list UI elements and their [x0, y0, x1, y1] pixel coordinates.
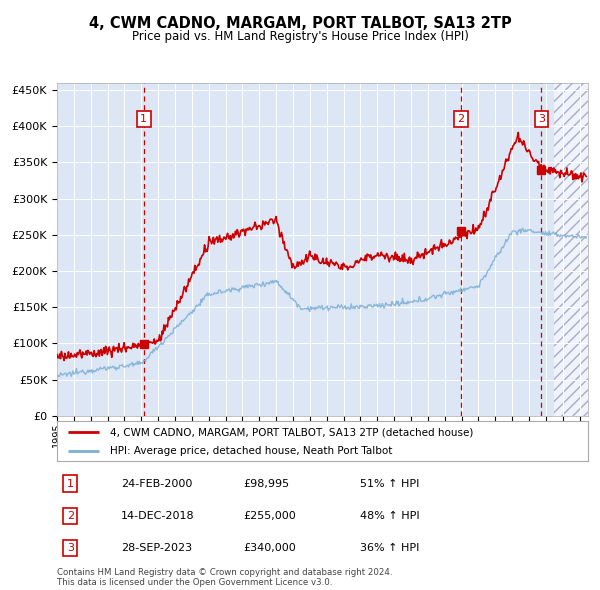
Bar	[554, 83, 588, 416]
Text: 1: 1	[67, 479, 74, 489]
Text: 3: 3	[67, 543, 74, 553]
Text: 3: 3	[538, 114, 545, 124]
Text: 2: 2	[457, 114, 464, 124]
Text: 28-SEP-2023: 28-SEP-2023	[121, 543, 192, 553]
Bar	[554, 83, 588, 416]
Text: £98,995: £98,995	[243, 479, 289, 489]
Text: 48% ↑ HPI: 48% ↑ HPI	[359, 511, 419, 521]
Text: 14-DEC-2018: 14-DEC-2018	[121, 511, 194, 521]
Text: 36% ↑ HPI: 36% ↑ HPI	[359, 543, 419, 553]
Text: Contains HM Land Registry data © Crown copyright and database right 2024.
This d: Contains HM Land Registry data © Crown c…	[57, 568, 392, 587]
Text: HPI: Average price, detached house, Neath Port Talbot: HPI: Average price, detached house, Neat…	[110, 447, 392, 456]
Text: 2: 2	[67, 511, 74, 521]
Text: 51% ↑ HPI: 51% ↑ HPI	[359, 479, 419, 489]
Text: 1: 1	[140, 114, 148, 124]
Text: £255,000: £255,000	[243, 511, 296, 521]
Text: 4, CWM CADNO, MARGAM, PORT TALBOT, SA13 2TP: 4, CWM CADNO, MARGAM, PORT TALBOT, SA13 …	[89, 16, 511, 31]
Text: 4, CWM CADNO, MARGAM, PORT TALBOT, SA13 2TP (detached house): 4, CWM CADNO, MARGAM, PORT TALBOT, SA13 …	[110, 427, 473, 437]
Text: 24-FEB-2000: 24-FEB-2000	[121, 479, 192, 489]
Text: £340,000: £340,000	[243, 543, 296, 553]
Text: Price paid vs. HM Land Registry's House Price Index (HPI): Price paid vs. HM Land Registry's House …	[131, 30, 469, 43]
